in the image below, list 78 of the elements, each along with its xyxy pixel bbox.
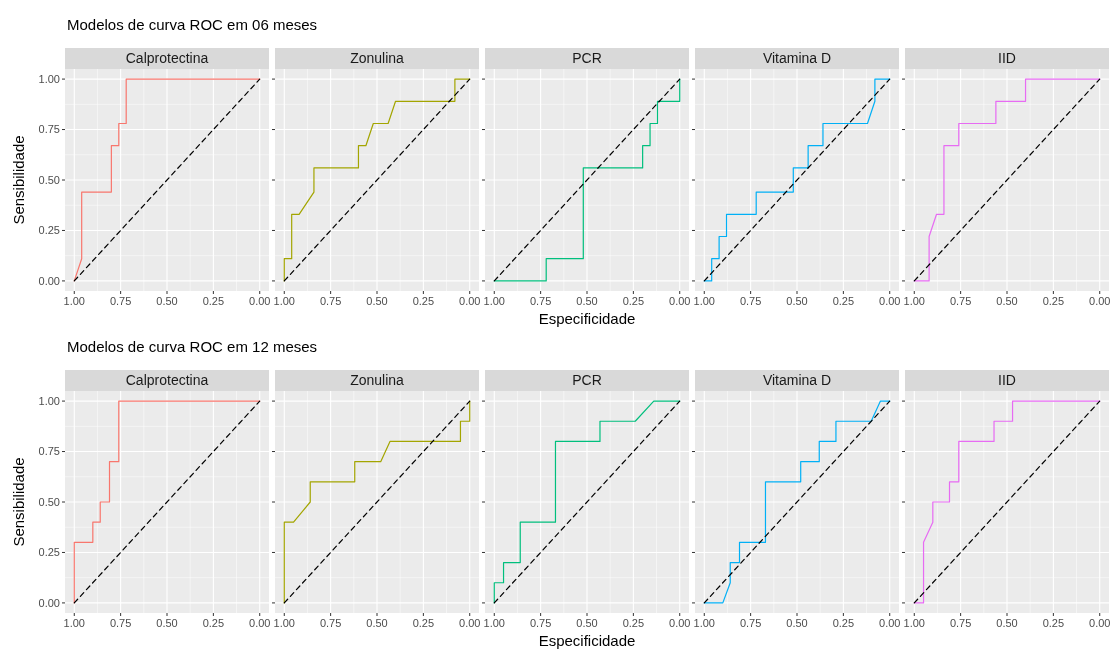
chart-title: Zonulina [350,372,405,388]
x-tick-label: 1.00 [273,295,295,307]
x-tick-label: 0.75 [109,617,132,629]
x-tick-label: 1.00 [273,617,295,629]
text: Modelos de curva ROC em 12 meses [67,338,318,355]
x-tick-label: 0.25 [202,295,225,307]
y-axis-title: Sensibilidade [10,135,27,225]
x-tick-label: 0.25 [202,617,225,629]
x-tick-label: 0.25 [412,295,435,307]
x-tick-label: 0.00 [879,617,901,629]
x-tick-label: 0.50 [576,295,598,307]
x-tick-label: 1.00 [63,617,85,629]
chart-title: Vitamina D [762,372,832,388]
x-tick-label: 0.25 [1042,617,1065,629]
x-tick-label: 0.75 [319,295,342,307]
x-axis-title: Especificidade [538,632,636,649]
x-tick-label: 0.25 [1042,295,1065,307]
x-tick-label: 0.50 [996,295,1018,307]
x-tick-label: 0.75 [949,617,972,629]
chart-title: IID [998,372,1016,388]
y-tick-label: 0.75 [38,123,60,136]
x-tick-label: 0.50 [366,617,388,629]
x-tick-label: 1.00 [693,617,715,629]
x-tick-label: 1.00 [483,295,505,307]
chart-title: Vitamina D [762,50,832,66]
x-tick-label: 0.00 [879,295,901,307]
x-tick-label: 0.50 [156,617,178,629]
x-axis-title: Especificidade [538,310,636,327]
x-tick-label: 0.00 [249,295,271,307]
y-tick-label: 0.00 [38,596,60,609]
x-tick-label: 0.75 [739,617,762,629]
chart-title: Zonulina [350,50,405,66]
x-tick-label: 0.00 [1089,617,1111,629]
line-series [73,78,261,282]
y-axis-title: Sensibilidade [10,457,27,547]
x-tick-label: 0.00 [459,617,481,629]
x-tick-label: 0.25 [832,617,855,629]
x-tick-label: 0.50 [786,295,808,307]
x-tick-label: 0.00 [1089,295,1111,307]
x-tick-label: 0.50 [996,617,1018,629]
x-tick-label: 0.00 [459,295,481,307]
x-tick-label: 0.00 [669,617,691,629]
y-tick-label: 0.00 [38,274,60,287]
x-tick-label: 0.25 [412,617,435,629]
x-tick-label: 0.75 [319,617,342,629]
y-tick-label: 0.25 [38,546,60,559]
chart-title: PCR [572,50,602,66]
x-tick-label: 0.25 [622,295,645,307]
y-tick-label: 1.00 [38,394,60,407]
y-tick-label: 0.50 [38,173,60,186]
x-tick-label: 1.00 [483,617,505,629]
y-tick-label: 1.00 [38,72,60,85]
chart-title: Calprotectina [125,372,209,388]
x-tick-label: 0.50 [366,295,388,307]
x-tick-label: 0.75 [529,295,552,307]
line-series [73,400,261,604]
x-tick-label: 0.75 [109,295,132,307]
x-tick-label: 0.25 [832,295,855,307]
x-tick-label: 0.75 [529,617,552,629]
x-tick-label: 0.50 [786,617,808,629]
chart-title: Calprotectina [125,50,209,66]
x-tick-label: 1.00 [903,295,925,307]
chart-title: IID [998,50,1016,66]
y-tick-label: 0.50 [38,495,60,508]
chart-title: PCR [572,372,602,388]
x-tick-label: 1.00 [903,617,925,629]
x-tick-label: 0.50 [156,295,178,307]
x-tick-label: 1.00 [693,295,715,307]
text: Modelos de curva ROC em 06 meses [67,16,318,33]
x-tick-label: 0.25 [622,617,645,629]
x-tick-label: 1.00 [63,295,85,307]
x-tick-label: 0.00 [669,295,691,307]
x-tick-label: 0.50 [576,617,598,629]
x-tick-label: 0.00 [249,617,271,629]
x-tick-label: 0.75 [949,295,972,307]
x-tick-label: 0.75 [739,295,762,307]
y-tick-label: 0.25 [38,224,60,237]
y-tick-label: 0.75 [38,445,60,458]
